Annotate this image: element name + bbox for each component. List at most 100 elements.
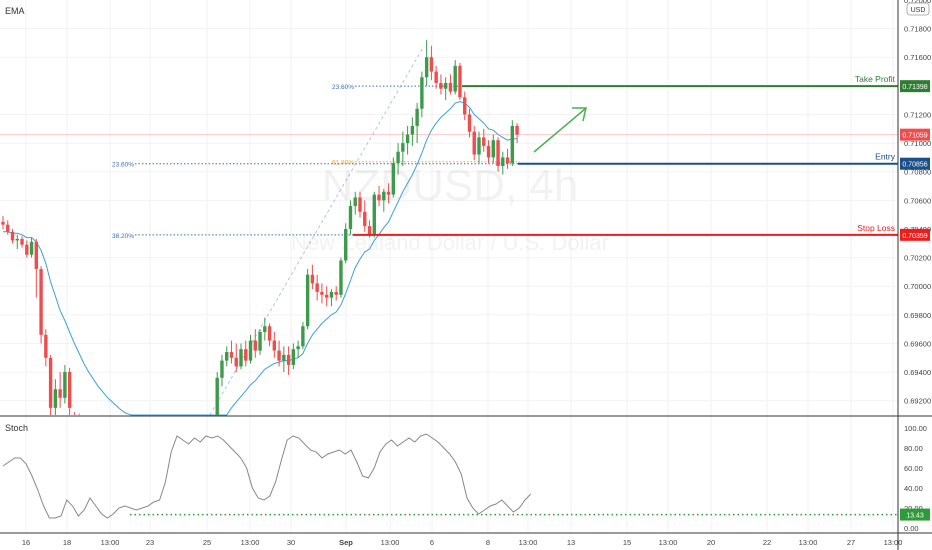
candle-body	[344, 228, 348, 261]
candle-body	[267, 326, 272, 341]
time-tick-label: 13:00	[659, 538, 678, 547]
candle-body	[496, 140, 500, 166]
time-tick-label: 23	[146, 538, 154, 547]
candle	[453, 60, 457, 95]
candle-body	[429, 57, 434, 72]
candle	[353, 191, 357, 215]
stoch-label[interactable]: Stoch	[5, 423, 28, 433]
candle-body	[58, 389, 62, 398]
arrow-shaft[interactable]	[533, 108, 586, 153]
currency-badge[interactable]: USD	[906, 2, 930, 16]
time-tick-label: 13:00	[884, 538, 903, 547]
candle-body	[67, 372, 72, 408]
candle-body	[515, 125, 519, 135]
arrow-head[interactable]	[572, 107, 587, 122]
candle	[467, 108, 472, 138]
candle	[448, 74, 453, 95]
price-tick-label: 0.69400	[904, 368, 931, 377]
candle-body	[339, 260, 343, 295]
candle	[58, 372, 62, 408]
candle	[29, 237, 34, 258]
candle-body	[358, 197, 362, 212]
candle	[53, 379, 58, 415]
candle	[377, 186, 381, 207]
candle-body	[20, 238, 24, 245]
price-badge-bg	[900, 228, 930, 241]
candle	[315, 274, 319, 301]
direction-arrow[interactable]	[533, 107, 587, 153]
time-tick-label: 6	[430, 538, 434, 547]
indicator-label[interactable]: EMA	[5, 6, 25, 16]
take_profit-label: Take Profit	[855, 74, 896, 84]
candle	[277, 340, 281, 367]
candle	[429, 45, 434, 81]
candle	[34, 238, 39, 298]
candle-body	[282, 354, 286, 361]
candle-body	[334, 291, 338, 295]
trade-levels[interactable]: Take Profit Entry Stop Loss	[353, 74, 898, 236]
candle-body	[320, 291, 324, 295]
stoch-tick-label: 60.00	[904, 464, 923, 473]
candle	[329, 289, 334, 307]
price-badge-bg	[900, 80, 930, 93]
candle	[39, 266, 43, 344]
candle	[234, 343, 238, 373]
price-tick-label: 0.70200	[904, 254, 931, 263]
candle-body	[410, 125, 415, 135]
candle	[305, 269, 310, 330]
candle-body	[501, 157, 505, 166]
candle-body	[415, 108, 419, 126]
candle	[267, 323, 272, 347]
candle-body	[405, 134, 410, 144]
price-tick-label: 0.70000	[904, 282, 931, 291]
candle	[320, 283, 324, 304]
price-tick-label: 0.71800	[904, 25, 931, 34]
candle	[225, 346, 229, 367]
candle-body	[443, 83, 448, 89]
candle-body	[44, 334, 48, 358]
candle-body	[486, 145, 491, 158]
time-tick-label: 13:00	[519, 538, 538, 547]
time-tick-label: 30	[287, 538, 295, 547]
stoch-level-badge: 13.43	[900, 508, 930, 521]
candle-body	[229, 352, 234, 358]
stoch-tick-label: 40.00	[904, 484, 923, 493]
candle-body	[220, 360, 224, 378]
time-tick-label: 22	[763, 538, 771, 547]
candle	[291, 343, 296, 370]
candle-body	[239, 349, 243, 367]
candle	[434, 65, 438, 89]
candle	[63, 364, 67, 404]
candle-body	[244, 349, 248, 361]
price-tick-label: 0.72000	[904, 0, 931, 5]
stoch-badge-bg	[900, 508, 930, 521]
candle	[324, 286, 329, 307]
time-tick-label: Sep	[339, 538, 353, 547]
candle	[6, 220, 10, 235]
fib-trend-line[interactable]	[209, 45, 425, 416]
price-tick-label: 0.71000	[904, 139, 931, 148]
entry-label: Entry	[875, 152, 896, 162]
time-tick-label: 13	[567, 538, 575, 547]
candle	[344, 223, 348, 264]
candle-body	[10, 231, 15, 241]
candle	[67, 367, 72, 415]
candle-body	[296, 346, 300, 350]
time-tick-label: 8	[486, 538, 490, 547]
fib-level-label: 38.20%	[112, 233, 134, 240]
stoch-tick-label: 80.00	[904, 444, 923, 453]
time-tick-label: 13:00	[241, 538, 260, 547]
price-tick-label: 0.71200	[904, 110, 931, 119]
candle-body	[434, 71, 438, 83]
candle	[272, 332, 277, 358]
price-tick-label: 0.69200	[904, 397, 931, 406]
stoch-badge-text: 13.43	[906, 513, 924, 520]
candle	[48, 354, 53, 415]
candle-body	[367, 226, 372, 235]
candle	[244, 340, 248, 367]
candle	[253, 329, 257, 358]
candle	[439, 74, 443, 95]
candle	[25, 240, 29, 258]
candle	[10, 228, 15, 244]
candle	[1, 216, 5, 229]
